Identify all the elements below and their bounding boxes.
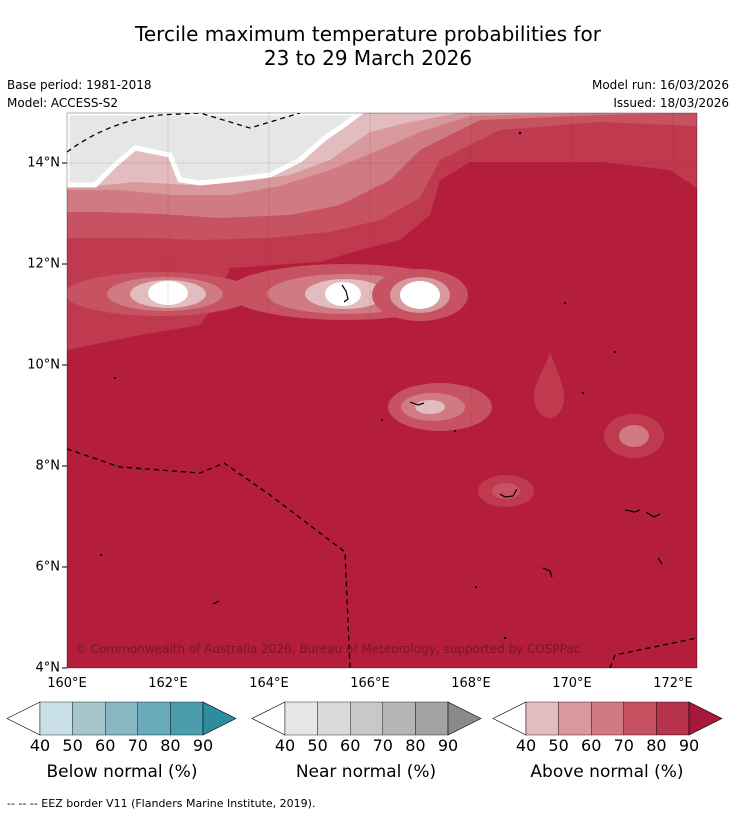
region-near-normal <box>67 113 365 188</box>
colorbar-arrow-max <box>688 701 723 736</box>
colorbar-segment <box>137 701 171 736</box>
colorbar-tick: 50 <box>307 736 328 755</box>
model-run: Model run: 16/03/2026 <box>591 78 729 92</box>
colorbar-arrow-min <box>251 701 286 736</box>
lon-label: 168°E <box>451 676 491 691</box>
colorbar-segment <box>415 701 449 736</box>
meta-left: Base period: 1981-2018 Model: ACCESS-S2 <box>7 76 152 112</box>
colorbar-segment <box>104 701 138 736</box>
colorbar-segment <box>350 701 384 736</box>
model-name: Model: ACCESS-S2 <box>7 96 119 110</box>
lat-label: 12°N <box>27 256 60 272</box>
lat-label: 4°N <box>35 660 61 676</box>
colorbar-tick: 70 <box>372 736 393 755</box>
lon-label: 164°E <box>249 676 289 691</box>
colorbar-title-above: Above normal (%) <box>530 762 684 782</box>
lon-label: 162°E <box>148 676 188 691</box>
colorbar-segment <box>623 701 657 736</box>
colorbar-segment <box>558 701 592 736</box>
colorbar-arrow-min <box>6 701 41 736</box>
colorbar-tick: 90 <box>678 736 700 755</box>
colorbar-segment <box>382 701 416 736</box>
colorbar-arrow-max <box>447 701 482 736</box>
map-title: Tercile maximum temperature probabilitie… <box>0 22 736 70</box>
colorbar-tick: 50 <box>62 736 83 755</box>
meta-right: Model run: 16/03/2026 Issued: 18/03/2026 <box>592 76 729 112</box>
colorbar-tick: 90 <box>192 736 214 755</box>
colorbar-segment <box>656 701 690 736</box>
lat-label: 10°N <box>27 357 60 373</box>
eez-footnote: -- -- -- EEZ border V11 (Flanders Marine… <box>7 797 316 810</box>
colorbar-tick: 60 <box>95 736 116 755</box>
colorbar-tick: 40 <box>29 736 51 755</box>
lat-label: 6°N <box>35 559 61 575</box>
copyright-notice: © Commonwealth of Australia 2026, Bureau… <box>75 642 580 656</box>
colorbar-segment <box>591 701 625 736</box>
base-period: Base period: 1981-2018 <box>7 78 152 92</box>
colorbar-tick: 60 <box>581 736 602 755</box>
colorbar-tick: 80 <box>405 736 426 755</box>
title-line-1: Tercile maximum temperature probabilitie… <box>135 22 601 46</box>
colorbar-tick: 80 <box>646 736 667 755</box>
colorbar-segment <box>72 701 106 736</box>
lat-label: 8°N <box>35 458 61 474</box>
colorbar-segment <box>39 701 73 736</box>
colorbar-arrow-min <box>492 701 527 736</box>
colorbar-segment <box>284 701 318 736</box>
colorbar-segment <box>525 701 559 736</box>
colorbar-title-below: Below normal (%) <box>46 762 198 782</box>
anomaly-hole <box>400 281 440 309</box>
lon-label: 170°E <box>552 676 592 691</box>
colorbar-arrow-max <box>202 701 237 736</box>
lon-label: 160°E <box>47 676 87 691</box>
title-line-2: 23 to 29 March 2026 <box>263 46 473 70</box>
colorbar-tick: 80 <box>160 736 181 755</box>
lat-label: 14°N <box>27 155 60 171</box>
colorbar-segment <box>170 701 204 736</box>
lon-label: 172°E <box>653 676 693 691</box>
colorbar-tick: 40 <box>274 736 296 755</box>
colorbar-tick: 70 <box>127 736 148 755</box>
issued-date: Issued: 18/03/2026 <box>613 96 729 110</box>
colorbar-tick: 50 <box>548 736 569 755</box>
colorbar-tick: 60 <box>340 736 361 755</box>
anomaly-hole <box>325 282 361 306</box>
colorbar-segment <box>317 701 351 736</box>
islands <box>212 284 663 605</box>
colorbar-tick: 70 <box>613 736 634 755</box>
colorbar-tick: 90 <box>437 736 459 755</box>
lon-label: 166°E <box>350 676 390 691</box>
eez-border <box>67 113 697 668</box>
colorbar-tick: 40 <box>515 736 537 755</box>
colorbar-title-near: Near normal (%) <box>295 762 437 782</box>
